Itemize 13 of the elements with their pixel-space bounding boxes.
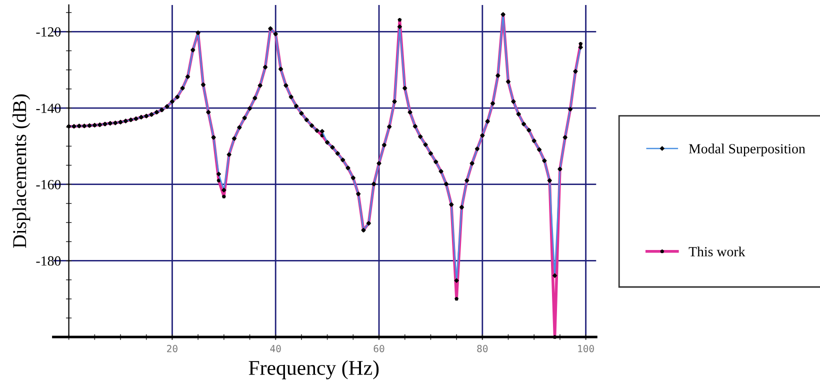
y-tick-label: -180 bbox=[36, 256, 61, 266]
x-tick-label: 20 bbox=[167, 344, 178, 352]
x-tick-label: 100 bbox=[578, 344, 594, 352]
x-tick-label: 40 bbox=[270, 344, 281, 352]
legend-label: Modal Superposition bbox=[688, 144, 806, 156]
y-axis-title: Displacements (dB) bbox=[12, 94, 30, 248]
x-axis-title: Frequency (Hz) bbox=[248, 360, 379, 380]
y-tick-label: -160 bbox=[36, 180, 61, 190]
x-tick-label: 80 bbox=[477, 344, 488, 352]
y-tick-label: -120 bbox=[36, 27, 61, 37]
legend-label: This work bbox=[688, 246, 746, 256]
x-tick-label: 60 bbox=[374, 344, 384, 352]
y-tick-label: -140 bbox=[36, 104, 61, 113]
